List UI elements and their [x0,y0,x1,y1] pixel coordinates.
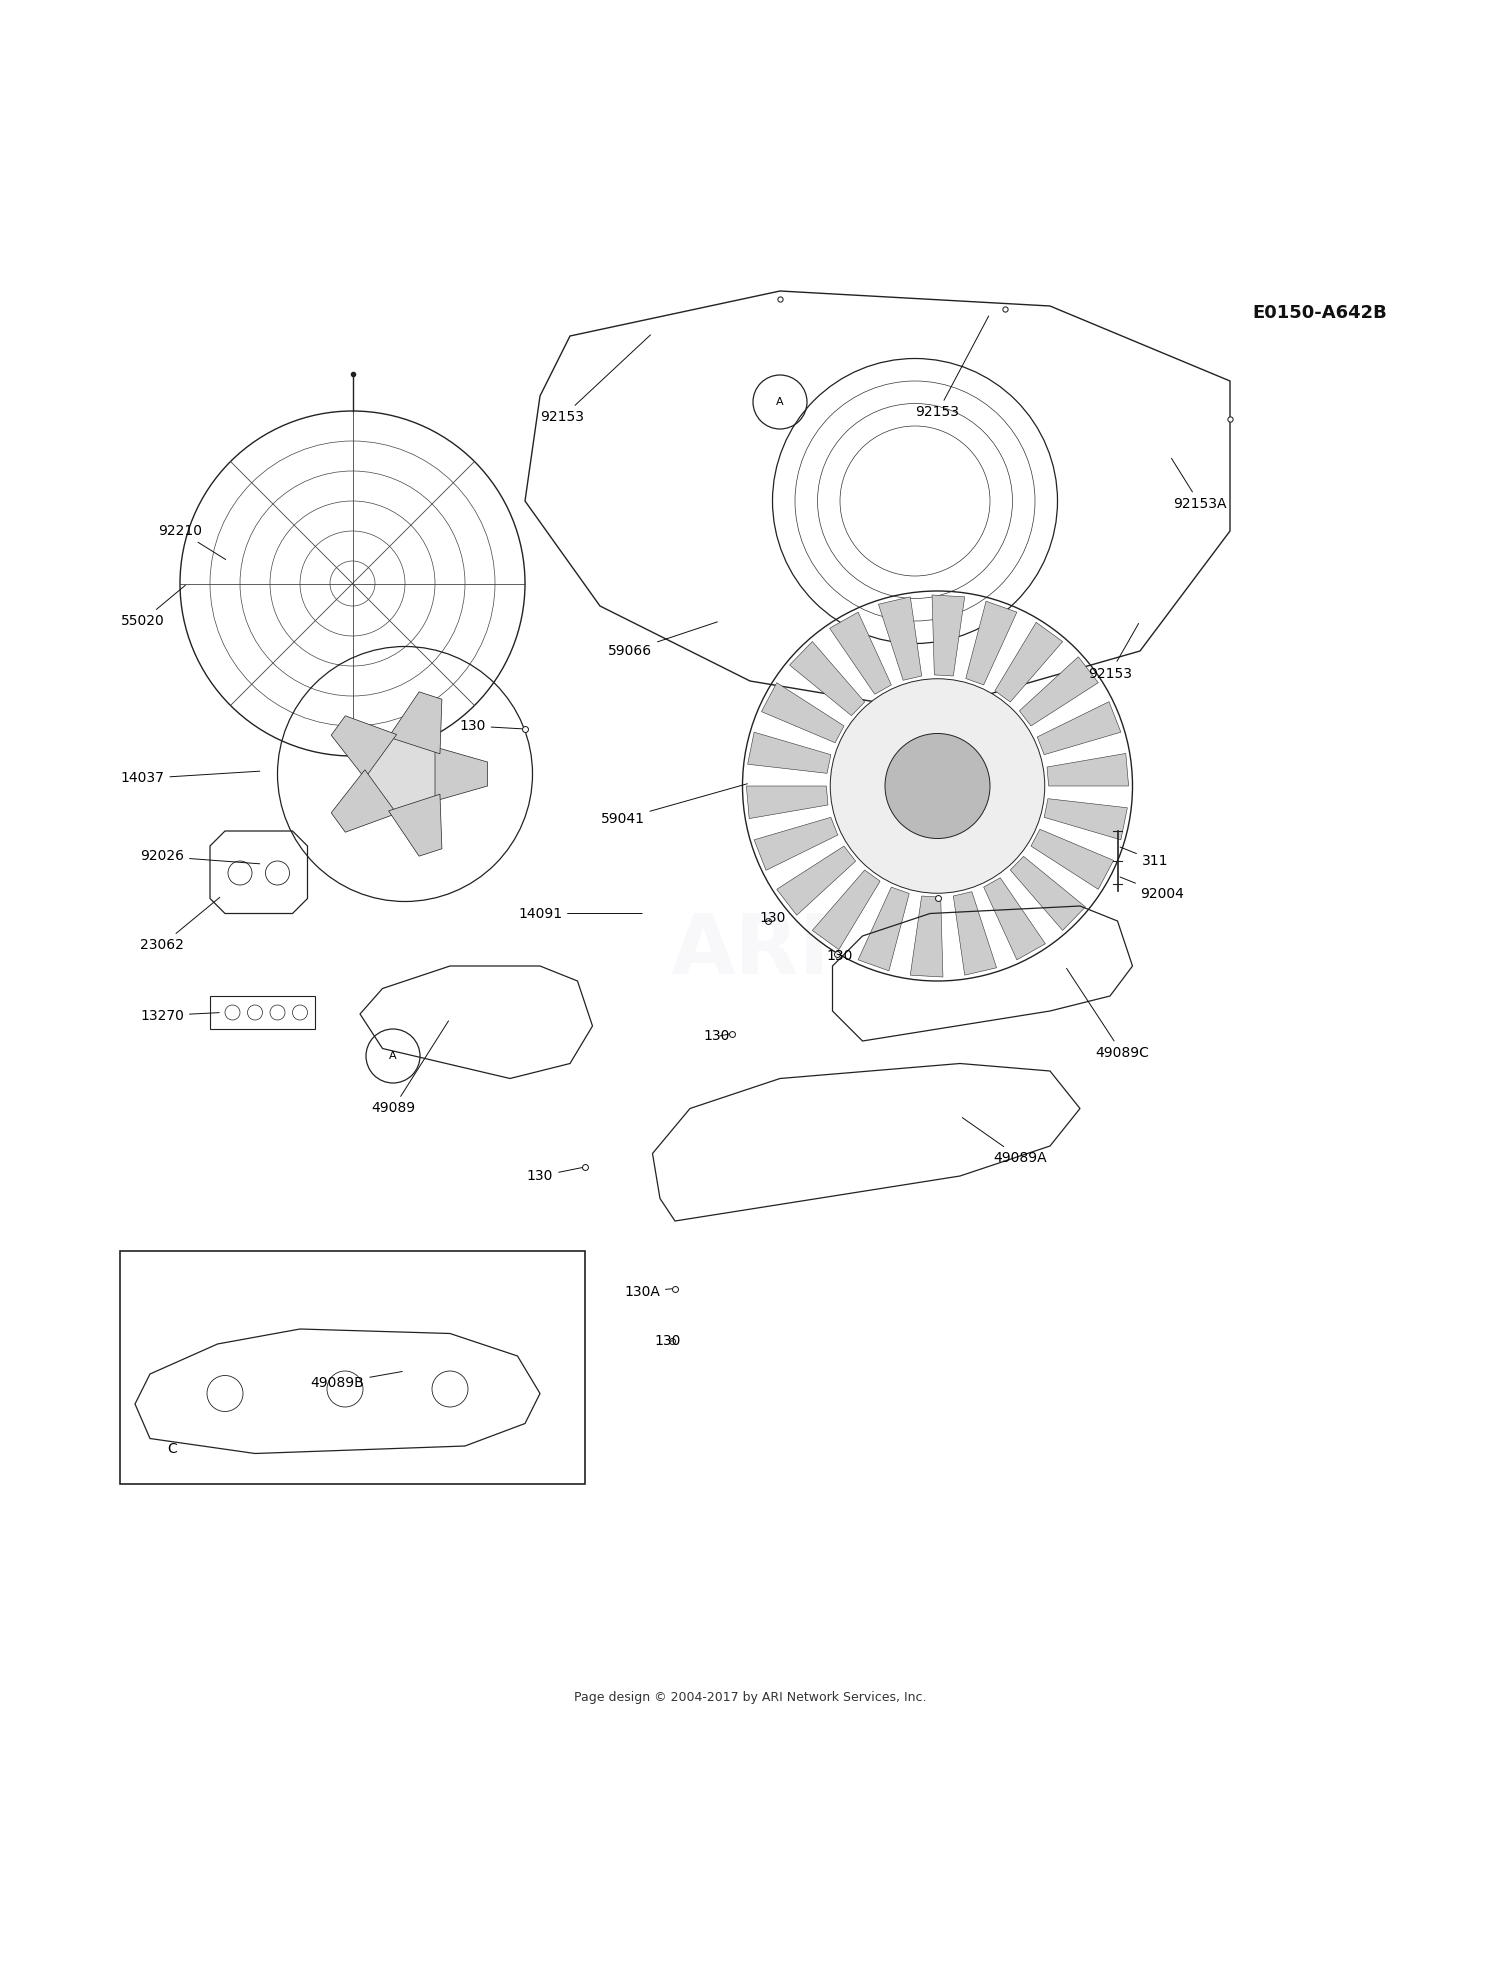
Text: 311: 311 [1120,848,1168,867]
Text: 92153: 92153 [1088,624,1138,681]
Polygon shape [1036,702,1120,755]
Polygon shape [1030,830,1113,889]
Text: 130: 130 [704,1030,730,1044]
Text: A: A [776,396,784,406]
Text: 92153: 92153 [540,336,651,424]
Text: 130A: 130A [624,1285,672,1299]
Polygon shape [332,769,396,832]
Polygon shape [789,642,864,716]
Polygon shape [388,795,442,855]
Polygon shape [1011,855,1086,930]
Text: 92153A: 92153A [1172,459,1227,510]
Circle shape [831,679,1044,893]
Polygon shape [932,594,964,677]
Text: 130: 130 [827,948,854,963]
Circle shape [266,861,290,885]
Text: 92153: 92153 [915,316,989,420]
Text: 14037: 14037 [120,771,260,785]
Polygon shape [1020,657,1098,726]
Polygon shape [435,748,488,800]
Circle shape [207,1375,243,1411]
Polygon shape [830,612,891,695]
Circle shape [327,1371,363,1407]
Text: 23062: 23062 [140,897,220,952]
Polygon shape [966,600,1017,685]
Polygon shape [754,818,839,871]
Text: 55020: 55020 [120,585,186,628]
Polygon shape [1044,799,1128,840]
Text: 92004: 92004 [1120,877,1185,901]
Text: Page design © 2004-2017 by ARI Network Services, Inc.: Page design © 2004-2017 by ARI Network S… [573,1691,926,1705]
Circle shape [228,861,252,885]
Polygon shape [762,683,844,744]
Text: 14091: 14091 [518,906,642,920]
Polygon shape [388,693,442,753]
Text: 49089B: 49089B [310,1371,402,1389]
Text: 92026: 92026 [140,850,260,863]
Text: ARI: ARI [670,910,830,991]
Polygon shape [858,887,909,971]
Polygon shape [747,732,831,773]
Circle shape [368,736,442,812]
Polygon shape [994,622,1062,702]
Polygon shape [910,897,944,977]
Text: A: A [388,1052,398,1061]
Polygon shape [954,891,996,975]
Text: C: C [168,1442,177,1456]
Circle shape [270,1005,285,1020]
Text: 49089C: 49089C [1066,969,1149,1059]
Text: 130: 130 [654,1334,681,1348]
Text: 130: 130 [459,718,522,734]
Text: 49089: 49089 [370,1020,448,1116]
Text: 59066: 59066 [608,622,717,657]
Circle shape [885,734,990,838]
Text: 130: 130 [526,1167,582,1183]
Polygon shape [984,877,1046,959]
Circle shape [432,1371,468,1407]
Polygon shape [1047,753,1128,787]
Polygon shape [332,716,396,779]
Text: 49089A: 49089A [963,1118,1047,1165]
Circle shape [248,1005,262,1020]
Text: 130: 130 [759,910,786,924]
Polygon shape [747,787,828,818]
Text: E0150-A642B: E0150-A642B [1252,304,1388,322]
Text: 13270: 13270 [140,1008,219,1022]
Circle shape [292,1005,308,1020]
Polygon shape [777,846,855,914]
Circle shape [225,1005,240,1020]
Text: 92210: 92210 [158,524,225,559]
Polygon shape [813,869,880,950]
Polygon shape [879,596,921,681]
Text: 59041: 59041 [600,783,747,826]
